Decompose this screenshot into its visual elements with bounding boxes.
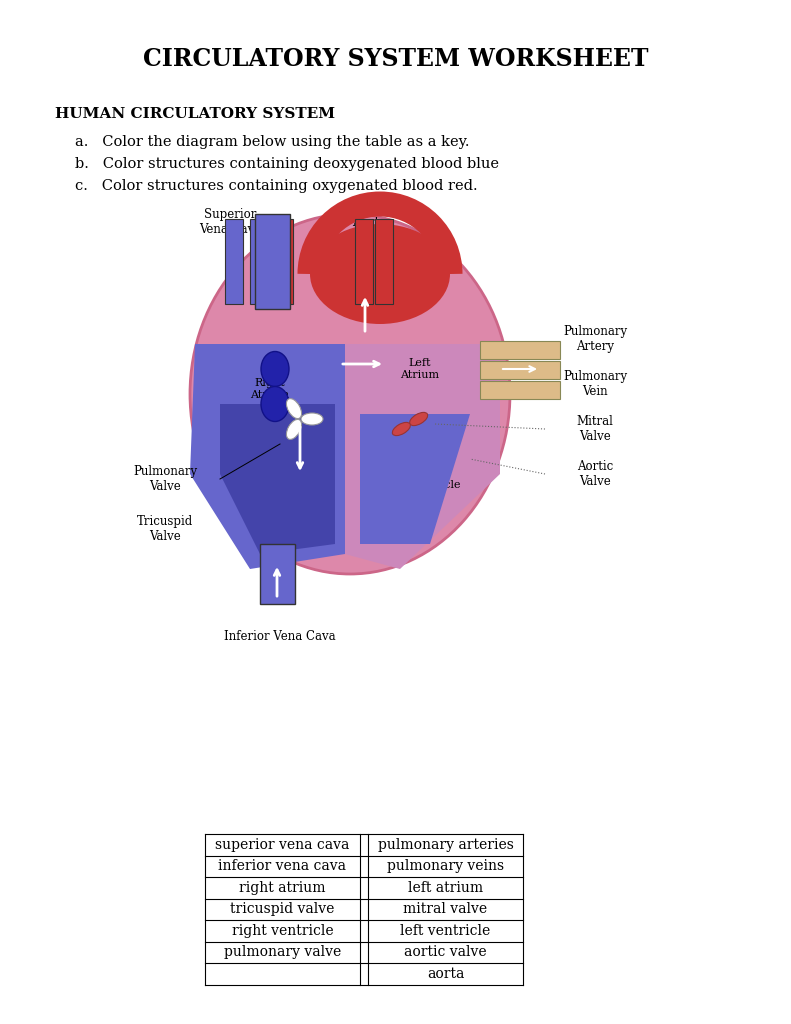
Text: b.   Color structures containing deoxygenated blood blue: b. Color structures containing deoxygena… xyxy=(75,157,499,171)
Text: aorta: aorta xyxy=(427,967,464,981)
Bar xyxy=(275,219,293,304)
Text: Pulmonary
Vein: Pulmonary Vein xyxy=(563,370,627,398)
Text: tricuspid valve: tricuspid valve xyxy=(230,902,335,916)
Text: aortic valve: aortic valve xyxy=(404,945,486,959)
Ellipse shape xyxy=(310,224,450,324)
Text: c.   Color structures containing oxygenated blood red.: c. Color structures containing oxygenate… xyxy=(75,179,478,193)
Ellipse shape xyxy=(286,398,301,419)
Polygon shape xyxy=(190,344,345,569)
Bar xyxy=(480,341,560,359)
Text: CIRCULATORY SYSTEM WORKSHEET: CIRCULATORY SYSTEM WORKSHEET xyxy=(142,47,649,71)
Text: mitral valve: mitral valve xyxy=(403,902,487,916)
Text: left ventricle: left ventricle xyxy=(400,924,490,938)
Text: Mitral
Valve: Mitral Valve xyxy=(577,415,614,443)
Text: pulmonary arteries: pulmonary arteries xyxy=(377,838,513,852)
Text: superior vena cava: superior vena cava xyxy=(215,838,350,852)
Text: Superior
Vena Cava: Superior Vena Cava xyxy=(199,208,261,236)
Text: a.   Color the diagram below using the table as a key.: a. Color the diagram below using the tab… xyxy=(75,135,470,150)
Text: right atrium: right atrium xyxy=(239,881,326,895)
Text: left atrium: left atrium xyxy=(408,881,483,895)
Text: right ventricle: right ventricle xyxy=(232,924,333,938)
Text: Inferior Vena Cava: Inferior Vena Cava xyxy=(224,630,336,642)
Bar xyxy=(225,219,243,304)
Polygon shape xyxy=(345,344,500,569)
Bar xyxy=(480,381,560,399)
Text: Left
Atrium: Left Atrium xyxy=(400,358,440,380)
Text: Right
Atrium: Right Atrium xyxy=(251,378,290,399)
Text: inferior vena cava: inferior vena cava xyxy=(218,859,346,873)
Text: pulmonary valve: pulmonary valve xyxy=(224,945,341,959)
Ellipse shape xyxy=(392,422,411,435)
Text: Aortic
Valve: Aortic Valve xyxy=(577,460,613,488)
Bar xyxy=(260,544,295,604)
Bar xyxy=(250,219,268,304)
Text: Aorta: Aorta xyxy=(353,215,388,228)
Text: Left
Ventricle: Left Ventricle xyxy=(410,468,460,489)
Polygon shape xyxy=(220,404,335,554)
Text: Right
Ventricle: Right Ventricle xyxy=(285,494,335,515)
Bar xyxy=(480,361,560,379)
Ellipse shape xyxy=(261,386,289,422)
Ellipse shape xyxy=(190,214,510,574)
Polygon shape xyxy=(360,414,470,544)
Bar xyxy=(375,219,393,304)
Bar xyxy=(255,214,290,309)
Text: HUMAN CIRCULATORY SYSTEM: HUMAN CIRCULATORY SYSTEM xyxy=(55,106,335,121)
Ellipse shape xyxy=(301,413,323,425)
Text: Pulmonary
Artery: Pulmonary Artery xyxy=(563,325,627,353)
Text: pulmonary veins: pulmonary veins xyxy=(387,859,504,873)
Ellipse shape xyxy=(286,420,301,439)
Bar xyxy=(355,219,373,304)
Ellipse shape xyxy=(261,351,289,386)
Text: Tricuspid
Valve: Tricuspid Valve xyxy=(137,515,193,543)
Text: Pulmonary
Valve: Pulmonary Valve xyxy=(133,465,197,493)
Ellipse shape xyxy=(410,413,428,426)
